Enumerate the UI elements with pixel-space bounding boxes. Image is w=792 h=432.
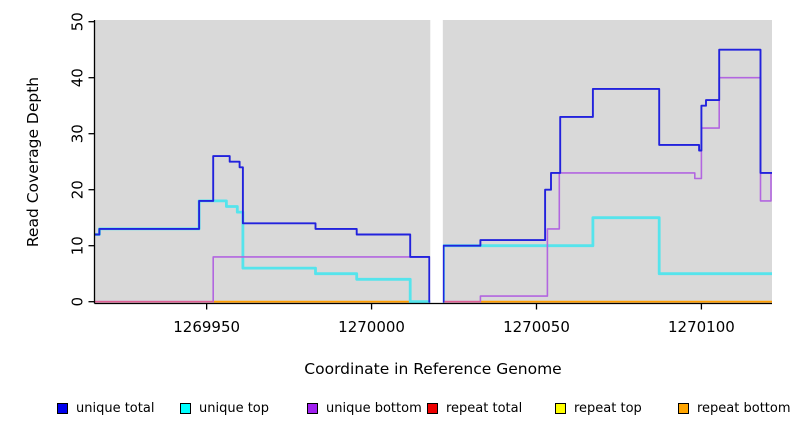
y-tick-label: 0 xyxy=(69,297,87,307)
x-axis-title: Coordinate in Reference Genome xyxy=(304,360,562,378)
y-tick-label: 50 xyxy=(69,12,87,31)
y-tick-label: 40 xyxy=(69,68,87,87)
y-tick-label: 30 xyxy=(69,124,87,143)
x-tick-label: 1270100 xyxy=(668,318,735,336)
x-tick-label: 1270050 xyxy=(503,318,570,336)
y-tick-label: 10 xyxy=(69,236,87,255)
y-axis-title: Read Coverage Depth xyxy=(24,76,42,248)
series-line-unique-total xyxy=(94,48,772,303)
y-tick-label: 20 xyxy=(69,180,87,199)
x-tick-label: 1269950 xyxy=(173,318,240,336)
x-tick-label: 1270000 xyxy=(338,318,405,336)
panel-gap xyxy=(430,19,443,304)
axis-lines xyxy=(93,20,772,305)
